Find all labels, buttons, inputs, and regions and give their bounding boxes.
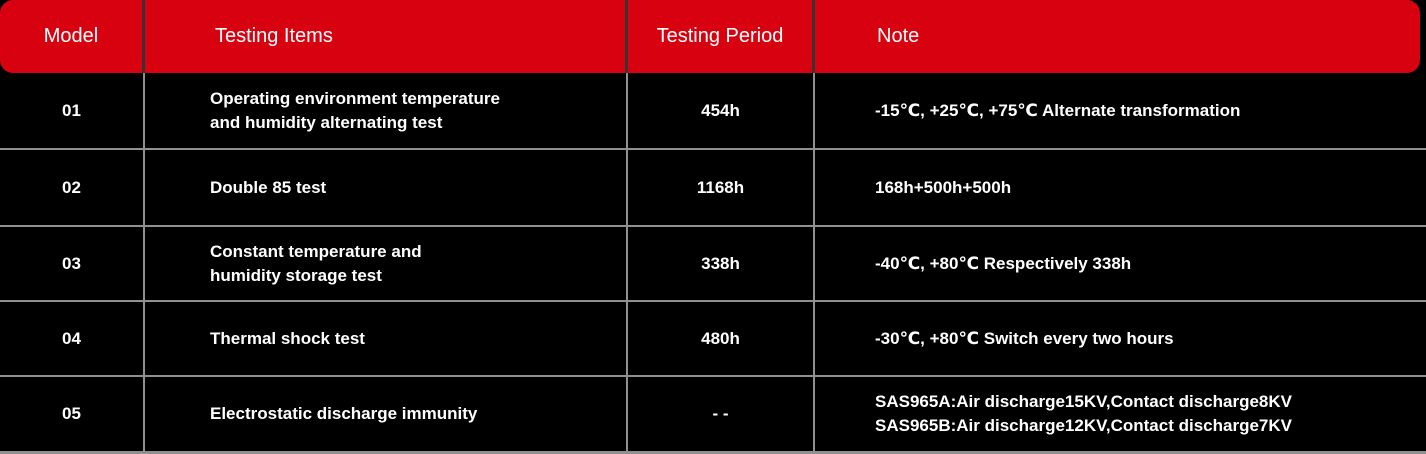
cell-line: 168h+500h+500h [875,177,1012,197]
cell-note: SAS965A:Air discharge15KV,Contact discha… [815,377,1426,451]
header-note: Note [877,25,920,47]
cell-line: Operating environment temperature [210,88,501,108]
table-row: 03 Constant temperature and humidity stor… [0,227,1426,302]
cell-model: 05 [0,377,145,451]
table-row: 04 Thermal shock test 480h -30℃, +80℃ Sw… [0,302,1426,377]
cell-line: -40℃, +80℃ Respectively 338h [875,253,1132,273]
cell-model: 02 [0,150,145,225]
cell-line: SAS965A:Air discharge15KV,Contact discha… [875,392,1292,411]
cell-testing-items: Double 85 test [145,150,628,225]
header-model: Model [0,0,145,73]
header-testing-period: Testing Period [628,0,815,73]
table-row: 05 Electrostatic discharge immunity - - … [0,377,1426,454]
cell-note: -30℃, +80℃ Switch every two hours [815,302,1426,375]
cell-model: 03 [0,227,145,300]
cell-testing-items: Constant temperature and humidity storage… [145,227,628,300]
cell-line: SAS965B:Air discharge12KV,Contact discha… [875,416,1292,435]
cell-line: Constant temperature and [210,241,422,261]
cell-testing-period: 1168h [628,150,815,225]
cell-testing-period: 480h [628,302,815,375]
table-header: Model Testing Items Testing Period Note [0,0,1420,73]
table-body: 01 Operating environment temperature and … [0,73,1426,454]
cell-model: 01 [0,73,145,148]
cell-line: Electrostatic discharge immunity [210,404,478,423]
cell-testing-items: Operating environment temperature and hum… [145,73,628,148]
cell-note: -15℃, +25℃, +75℃ Alternate transformatio… [815,73,1426,148]
table-row: 01 Operating environment temperature and … [0,73,1426,150]
cell-line: -15℃, +25℃, +75℃ Alternate transformatio… [875,100,1241,120]
cell-line: and humidity alternating test [210,112,443,132]
table-row: 02 Double 85 test 1168h 168h+500h+500h [0,150,1426,227]
cell-line: -30℃, +80℃ Switch every two hours [875,328,1174,348]
cell-note: 168h+500h+500h [815,150,1426,225]
cell-testing-items: Electrostatic discharge immunity [145,377,628,451]
cell-testing-period: 454h [628,73,815,148]
cell-testing-period: 338h [628,227,815,300]
cell-line: Double 85 test [210,177,327,197]
cell-testing-period: - - [628,377,815,451]
cell-note: -40℃, +80℃ Respectively 338h [815,227,1426,300]
cell-line: humidity storage test [210,265,382,285]
cell-line: Thermal shock test [210,328,365,348]
cell-testing-items: Thermal shock test [145,302,628,375]
header-testing-items: Testing Items [145,0,628,73]
cell-model: 04 [0,302,145,375]
